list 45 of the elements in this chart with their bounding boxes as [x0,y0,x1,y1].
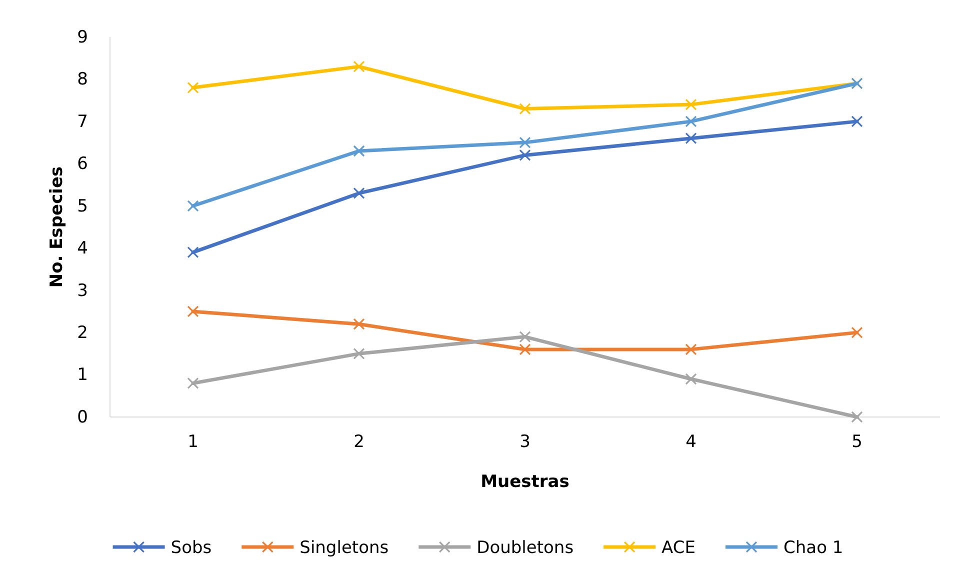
legend-label: ACE [662,538,696,558]
y-tick-label: 2 [77,322,88,343]
point [353,318,365,330]
legend-label: Sobs [170,538,212,558]
point [187,200,199,212]
point [851,326,863,338]
legend-label: Doubletons [476,538,574,558]
point [851,116,863,128]
y-tick-label: 0 [77,407,88,428]
point [187,377,199,390]
point [685,98,697,110]
point [187,306,199,318]
point [685,373,697,385]
point [685,132,697,144]
point [519,102,531,115]
point [685,116,697,128]
point [519,344,531,356]
point [353,60,365,72]
y-tick-label: 6 [77,154,88,174]
point [353,187,365,200]
y-tick-label: 9 [77,27,88,48]
y-tick-label: 5 [77,196,88,216]
point [685,344,697,356]
point [851,411,863,423]
y-tick-label: 8 [77,70,88,90]
y-tick-label: 7 [77,112,88,132]
x-axis-title: Muestras [480,472,570,492]
point [353,348,365,360]
legend-label: Chao 1 [784,538,844,558]
point [519,330,531,343]
point [353,145,365,157]
point [187,246,199,258]
y-tick-label: 3 [77,280,88,301]
point [187,82,199,94]
y-axis-title: No. Especies [47,166,67,288]
point [519,149,531,162]
x-tick-label: 4 [686,432,696,452]
x-tick-label: 2 [354,432,364,452]
y-tick-label: 1 [77,365,88,386]
y-tick-label: 4 [77,238,88,259]
legend-label: Singletons [300,538,389,558]
x-tick-label: 3 [520,432,530,452]
point [519,136,531,148]
x-tick-label: 1 [188,432,198,452]
x-tick-label: 5 [852,432,862,452]
